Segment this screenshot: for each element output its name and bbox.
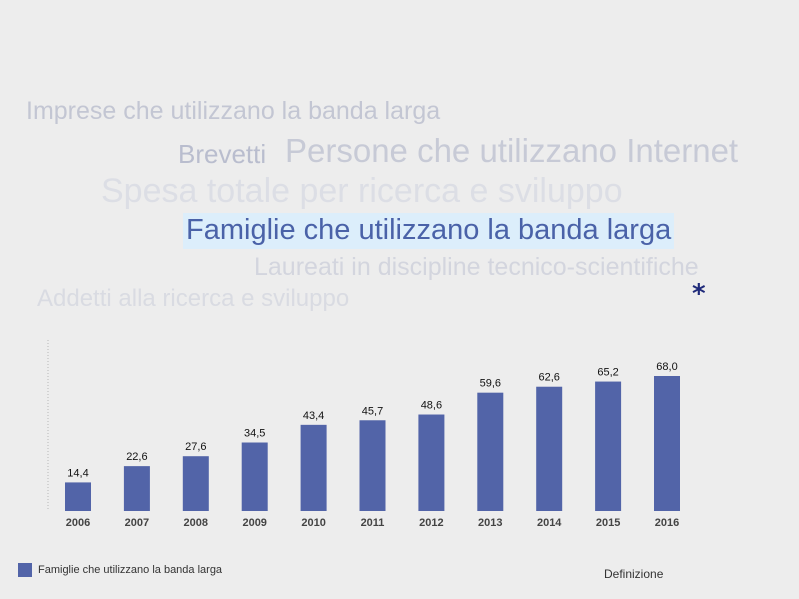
bar-2015[interactable]: [595, 381, 622, 511]
data-label-2016: 68,0: [656, 361, 677, 373]
x-tick-label-2007: 2007: [125, 517, 149, 529]
definition-link[interactable]: Definizione: [604, 567, 664, 581]
bar-2006[interactable]: [65, 482, 91, 511]
bar-2012[interactable]: [418, 414, 445, 511]
bar-2009[interactable]: [241, 442, 268, 511]
bar-chart: 14,4 2006 22,6 2007 27,6 2008 34,5 2009 43,4 2010…: [47, 340, 680, 529]
cloud-word-addetti-ricerca[interactable]: Addetti alla ricerca e sviluppo: [37, 285, 350, 312]
chart-legend: Famiglie che utilizzano la banda larga: [18, 563, 222, 577]
data-label-2007: 22,6: [126, 451, 147, 463]
x-tick-label-2013: 2013: [478, 517, 502, 529]
legend-swatch: [18, 563, 32, 577]
cloud-word-laureati[interactable]: Laureati in discipline tecnico-scientifi…: [254, 253, 699, 281]
data-label-2006: 14,4: [67, 467, 88, 479]
x-tick-label-2012: 2012: [419, 517, 443, 529]
cloud-word-brevetti[interactable]: Brevetti: [178, 139, 267, 169]
x-tick-label-2009: 2009: [242, 517, 266, 529]
data-label-2014: 62,6: [538, 372, 559, 384]
x-tick-label-2015: 2015: [596, 517, 620, 529]
cloud-word-persone-internet[interactable]: Persone che utilizzano Internet: [285, 132, 739, 169]
bar-2010[interactable]: [300, 424, 327, 511]
data-label-2008: 27,6: [185, 441, 206, 453]
data-label-2009: 34,5: [244, 428, 265, 440]
bar-2008[interactable]: [182, 456, 209, 511]
bar-2014[interactable]: [536, 386, 563, 511]
x-tick-label-2010: 2010: [301, 517, 325, 529]
data-label-2015: 65,2: [597, 367, 618, 379]
data-label-2013: 59,6: [480, 378, 501, 390]
x-tick-label-2014: 2014: [537, 517, 562, 529]
asterisk-note[interactable]: *: [692, 279, 706, 309]
data-label-2011: 45,7: [362, 405, 383, 417]
bar-2013[interactable]: [477, 392, 504, 511]
x-tick-label-2006: 2006: [66, 517, 90, 529]
x-tick-label-2011: 2011: [361, 517, 385, 529]
bar-2011[interactable]: [359, 420, 386, 511]
data-label-2010: 43,4: [303, 410, 324, 422]
data-label-2012: 48,6: [421, 400, 442, 412]
cloud-word-famiglie-banda-larga-selected[interactable]: Famiglie che utilizzano la banda larga: [183, 213, 675, 249]
x-tick-label-2016: 2016: [655, 517, 679, 529]
cloud-word-spesa-ricerca[interactable]: Spesa totale per ricerca e sviluppo: [101, 172, 623, 210]
bar-2016[interactable]: [654, 376, 680, 511]
bar-2007[interactable]: [123, 466, 150, 511]
cloud-word-imprese-banda-larga[interactable]: Imprese che utilizzano la banda larga: [26, 97, 441, 125]
legend-label: Famiglie che utilizzano la banda larga: [38, 564, 223, 576]
x-tick-label-2008: 2008: [184, 517, 208, 529]
